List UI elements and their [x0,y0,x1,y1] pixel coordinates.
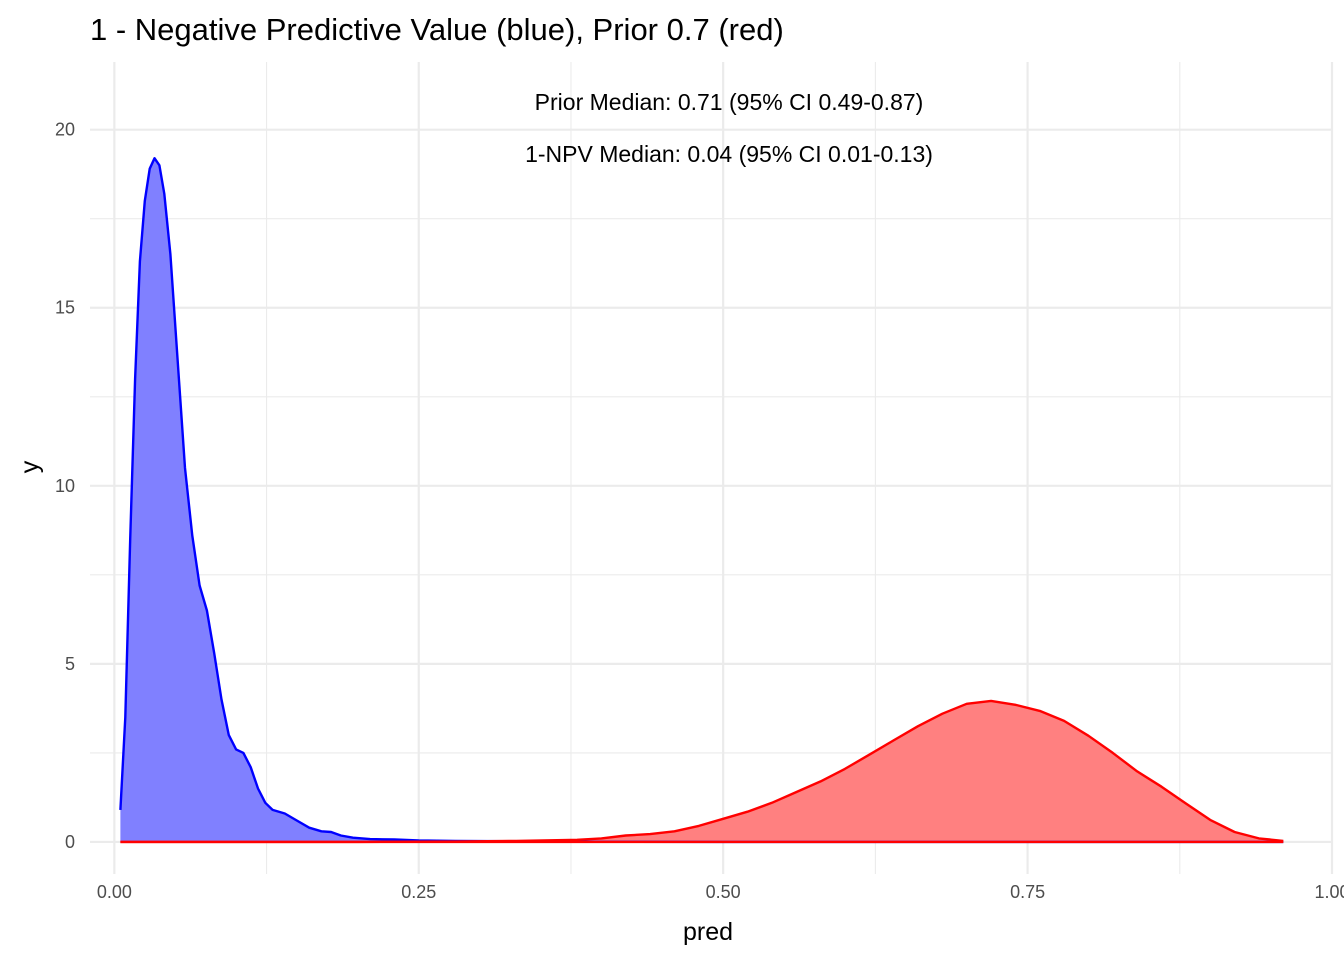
x-tick-label: 1.00 [1314,882,1344,902]
y-tick-labels: 0 5 10 15 20 [55,120,75,852]
npv-density-line [119,157,1284,844]
y-tick-label: 10 [55,476,75,496]
npv-density-area [120,158,1284,842]
x-tick-label: 0.50 [706,882,741,902]
y-tick-label: 5 [65,654,75,674]
y-tick-label: 0 [65,832,75,852]
x-tick-label: 0.00 [97,882,132,902]
x-tick-label: 0.75 [1010,882,1045,902]
density-areas [120,158,1284,842]
annotation-npv-median: 1-NPV Median: 0.04 (95% CI 0.01-0.13) [525,141,933,167]
chart-title: 1 - Negative Predictive Value (blue), Pr… [90,12,784,47]
y-tick-label: 15 [55,298,75,318]
prior-density-line [120,699,1284,844]
x-tick-label: 0.25 [401,882,436,902]
grid-lines [90,62,1334,874]
prior-density-area [120,700,1284,842]
density-lines [119,157,1284,844]
y-tick-label: 20 [55,120,75,140]
y-axis-title: y [16,460,44,473]
annotation-prior-median: Prior Median: 0.71 (95% CI 0.49-0.87) [535,89,924,115]
x-tick-labels: 0.00 0.25 0.50 0.75 1.00 [97,882,1344,902]
x-axis-title: pred [683,918,733,946]
